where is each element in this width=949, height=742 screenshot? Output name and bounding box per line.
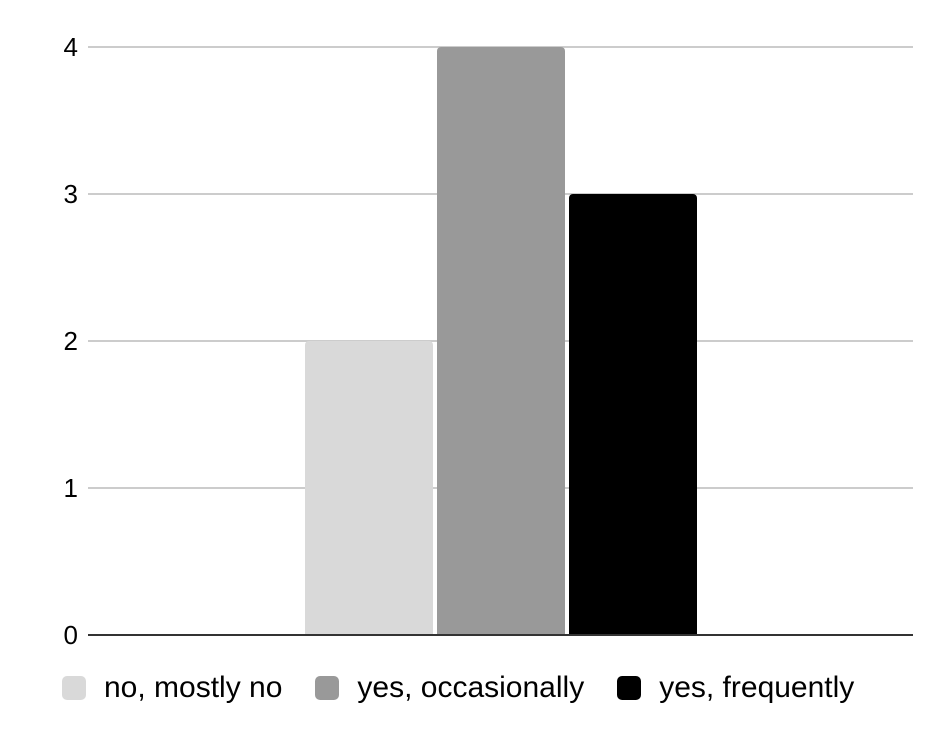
bar-no-mostly-no[interactable] bbox=[304, 341, 433, 635]
legend-label: no, mostly no bbox=[104, 671, 283, 704]
y-axis-tick-label: 4 bbox=[63, 32, 78, 62]
legend-swatch-icon bbox=[617, 676, 642, 700]
legend-item-yes-occasionally[interactable]: yes, occasionally bbox=[315, 671, 584, 705]
legend-swatch-icon bbox=[315, 676, 340, 700]
y-axis-tick-label: 0 bbox=[63, 620, 78, 650]
legend-item-no-mostly-no[interactable]: no, mostly no bbox=[62, 671, 282, 705]
legend-label: yes, frequently bbox=[659, 671, 855, 704]
legend-label: yes, occasionally bbox=[357, 671, 585, 704]
y-axis-tick-label: 3 bbox=[63, 179, 78, 209]
bar-yes-frequently[interactable] bbox=[568, 194, 697, 635]
bar-group bbox=[88, 47, 913, 635]
x-axis-line bbox=[88, 634, 913, 636]
legend: no, mostly no yes, occasionally yes, frequ… bbox=[62, 666, 854, 710]
y-axis-tick-label: 1 bbox=[63, 473, 78, 503]
legend-item-yes-frequently[interactable]: yes, frequently bbox=[617, 671, 854, 705]
y-axis-tick-label: 2 bbox=[63, 326, 78, 356]
plot-area bbox=[88, 46, 913, 636]
legend-swatch-icon bbox=[62, 676, 86, 700]
bar-yes-occasionally[interactable] bbox=[436, 47, 565, 635]
